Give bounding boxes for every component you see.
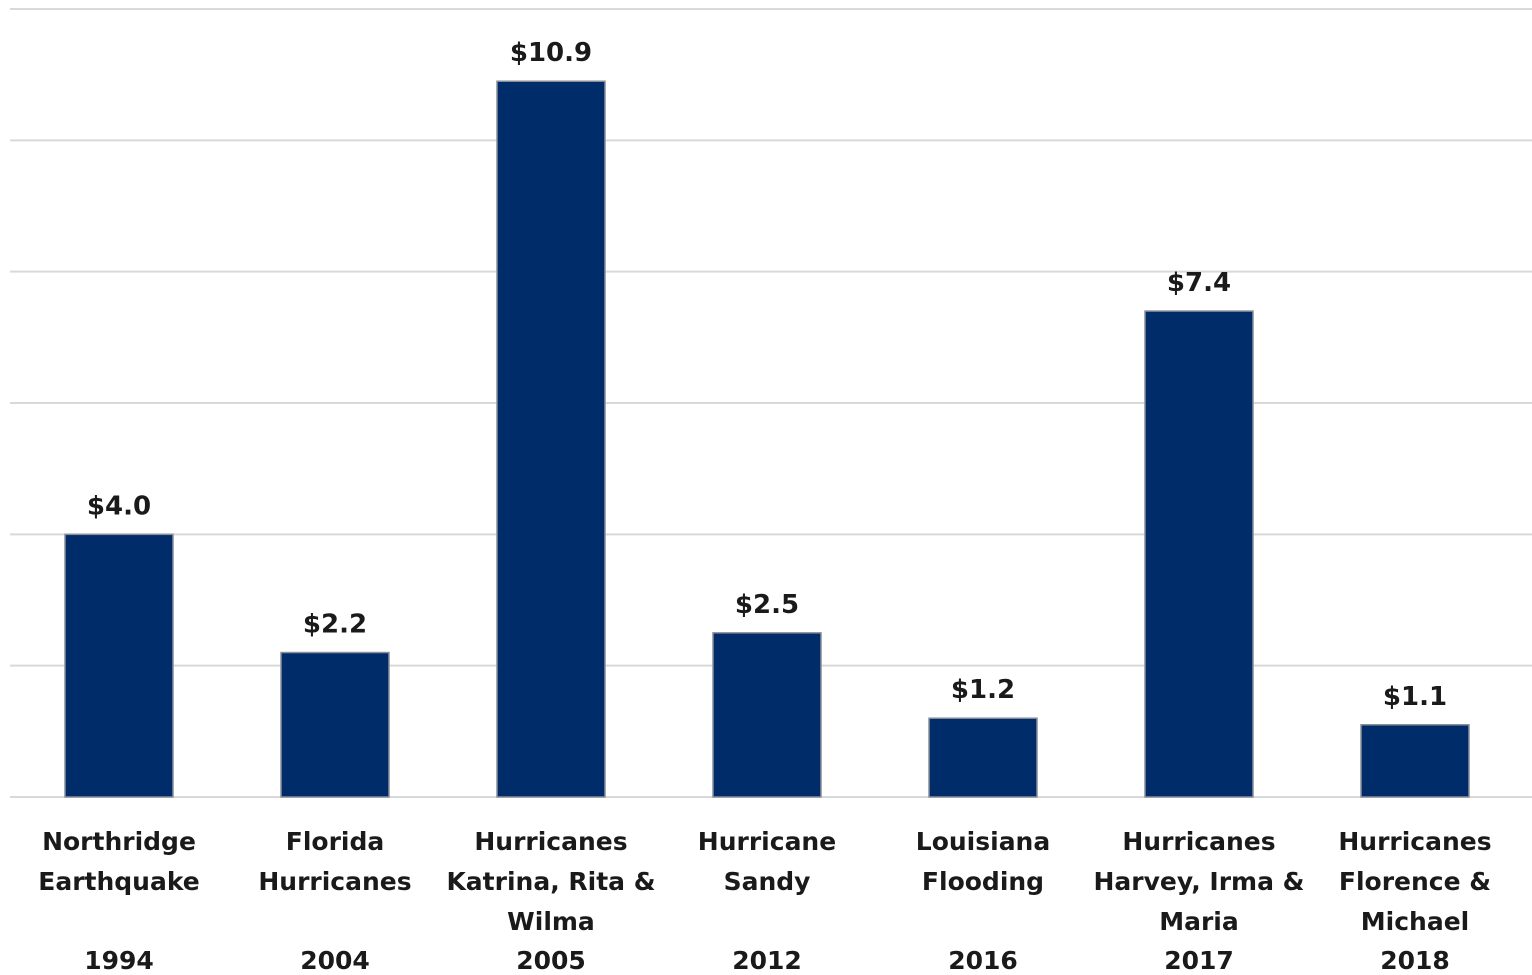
category-label: Flooding [922,867,1044,896]
data-label: $2.5 [735,590,799,620]
gridlines [10,8,1532,798]
data-label: $4.0 [87,491,151,521]
category-label: Harvey, Irma & [1094,867,1305,896]
category-label: Maria [1159,907,1239,936]
category-label: Hurricanes [1338,827,1491,856]
bar [496,80,606,798]
data-label: $10.9 [510,38,592,68]
data-label: $7.4 [1167,268,1231,298]
year-label: 2004 [300,946,370,975]
year-label: 1994 [84,946,154,975]
category-label: Hurricanes [258,867,411,896]
data-label: $2.2 [303,610,367,640]
year-label: 2017 [1164,946,1234,975]
data-label: $1.2 [951,675,1015,705]
category-label: Michael [1361,907,1469,936]
data-label: $1.1 [1383,682,1447,712]
bar [928,717,1038,798]
category-label: Northridge [42,827,196,856]
category-label: Hurricane [698,827,836,856]
category-label: Hurricanes [1122,827,1275,856]
category-label: Louisiana [916,827,1050,856]
category-label: Florence & [1339,867,1491,896]
category-label: Sandy [724,867,811,896]
bar [64,533,174,798]
bars [64,80,1470,798]
category-labels: Northridge Earthquake 1994 Florida Hurricane… [38,827,1491,975]
year-label: 2016 [948,946,1018,975]
bar [712,632,822,798]
year-label: 2005 [516,946,586,975]
value-labels: $4.0 $2.2 $10.9 $2.5 $1.2 $7.4 $1.1 [87,38,1447,712]
category-label: Earthquake [38,867,200,896]
category-label: Katrina, Rita & [446,867,655,896]
category-label: Wilma [507,907,595,936]
category-label: Florida [286,827,385,856]
bar [1360,724,1470,798]
bar [280,651,390,798]
category-label: Hurricanes [474,827,627,856]
year-label: 2012 [732,946,802,975]
year-label: 2018 [1380,946,1450,975]
bar [1144,310,1254,798]
